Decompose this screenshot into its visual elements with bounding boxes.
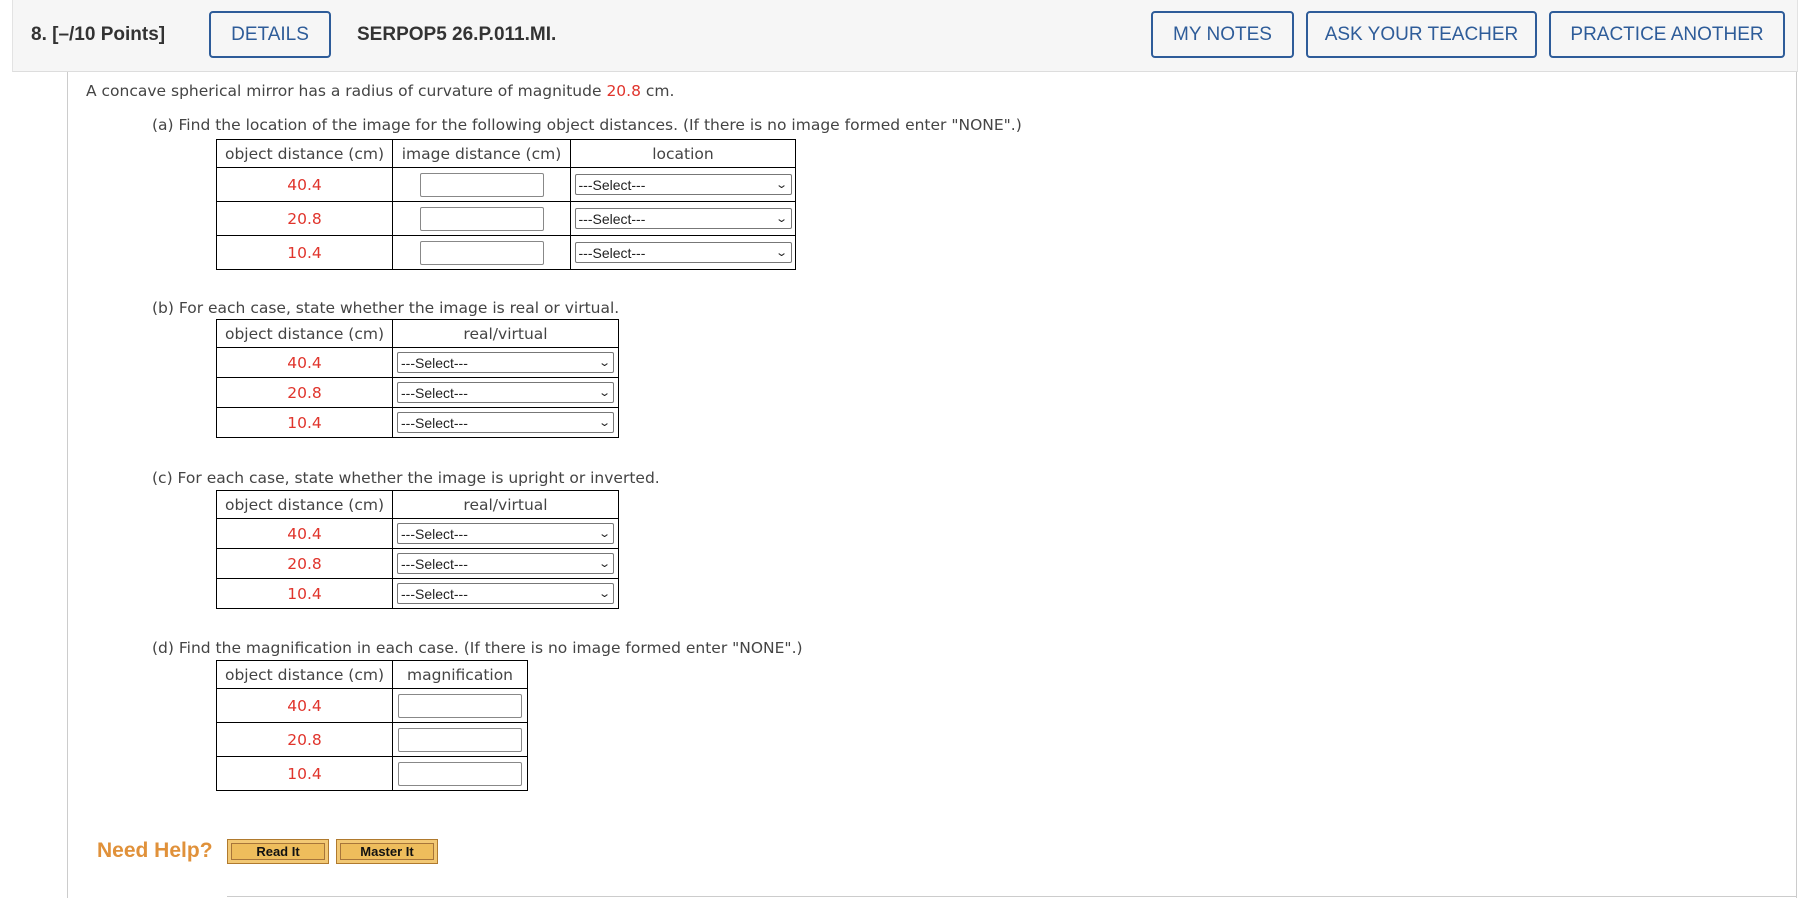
chevron-down-icon: ⌄ <box>775 213 789 225</box>
object-distance: 40.4 <box>216 518 393 549</box>
table-row: 20.8 ---Select--- ⌄ <box>216 377 619 408</box>
chevron-down-icon: ⌄ <box>597 528 611 540</box>
chevron-down-icon: ⌄ <box>597 387 611 399</box>
object-distance: 10.4 <box>216 578 393 609</box>
upright-inverted-select[interactable]: ---Select--- ⌄ <box>397 523 614 544</box>
part-c-table: object distance (cm) real/virtual 40.4 -… <box>216 490 619 609</box>
real-virtual-select[interactable]: ---Select--- ⌄ <box>397 352 614 373</box>
question-header: 8. [–/10 Points] DETAILS SERPOP5 26.P.01… <box>12 0 1798 72</box>
table-row: 20.8 ---Select--- ⌄ <box>216 201 796 236</box>
header-real-virtual: real/virtual <box>392 490 619 519</box>
table-row: 10.4 ---Select--- ⌄ <box>216 578 619 609</box>
select-value: ---Select--- <box>401 414 468 431</box>
select-value: ---Select--- <box>401 354 468 371</box>
object-distance: 10.4 <box>216 235 393 270</box>
magnification-input[interactable] <box>398 761 522 786</box>
image-distance-input[interactable] <box>419 172 544 197</box>
table-row: 40.4 ---Select--- ⌄ <box>216 518 619 549</box>
statement-text: A concave spherical mirror has a radius … <box>86 82 607 100</box>
content-border-right <box>1796 72 1797 898</box>
select-value: ---Select--- <box>578 244 646 261</box>
part-d-prompt: (d) Find the magnification in each case.… <box>152 639 803 657</box>
master-it-button[interactable]: Master It <box>336 839 438 864</box>
table-row: 10.4 <box>216 756 528 791</box>
select-value: ---Select--- <box>401 384 468 401</box>
object-distance: 40.4 <box>216 688 393 723</box>
object-distance: 10.4 <box>216 756 393 791</box>
location-select[interactable]: ---Select--- ⌄ <box>574 208 792 229</box>
header-object-distance: object distance (cm) <box>216 660 393 689</box>
part-b-table: object distance (cm) real/virtual 40.4 -… <box>216 319 619 438</box>
magnification-input[interactable] <box>398 693 522 718</box>
problem-code: SERPOP5 26.P.011.MI. <box>357 24 557 45</box>
object-distance: 10.4 <box>216 407 393 438</box>
object-distance: 20.8 <box>216 722 393 757</box>
read-it-button[interactable]: Read It <box>227 839 329 864</box>
practice-another-button[interactable]: PRACTICE ANOTHER <box>1549 11 1785 58</box>
upright-inverted-select[interactable]: ---Select--- ⌄ <box>397 583 614 604</box>
chevron-down-icon: ⌄ <box>775 179 789 191</box>
table-row: 40.4 <box>216 688 528 723</box>
chevron-down-icon: ⌄ <box>597 558 611 570</box>
table-row: 40.4 ---Select--- ⌄ <box>216 347 619 378</box>
select-value: ---Select--- <box>401 555 468 572</box>
question-number: 8. [–/10 Points] <box>31 24 166 45</box>
my-notes-button[interactable]: MY NOTES <box>1151 11 1294 58</box>
select-value: ---Select--- <box>401 585 468 602</box>
part-d-table: object distance (cm) magnification 40.4 … <box>216 660 528 791</box>
upright-inverted-select[interactable]: ---Select--- ⌄ <box>397 553 614 574</box>
ask-your-teacher-button[interactable]: ASK YOUR TEACHER <box>1306 11 1537 58</box>
table-row: 10.4 ---Select--- ⌄ <box>216 235 796 270</box>
object-distance: 20.8 <box>216 377 393 408</box>
table-row: 20.8 <box>216 722 528 757</box>
object-distance: 20.8 <box>216 548 393 579</box>
header-object-distance: object distance (cm) <box>216 319 393 348</box>
details-button[interactable]: DETAILS <box>209 11 331 58</box>
header-magnification: magnification <box>392 660 528 689</box>
need-help-label: Need Help? <box>97 839 213 862</box>
object-distance: 40.4 <box>216 347 393 378</box>
content-border-left <box>67 72 68 898</box>
select-value: ---Select--- <box>578 210 646 227</box>
header-image-distance: image distance (cm) <box>392 139 571 168</box>
real-virtual-select[interactable]: ---Select--- ⌄ <box>397 412 614 433</box>
chevron-down-icon: ⌄ <box>597 417 611 429</box>
image-distance-input[interactable] <box>419 240 544 265</box>
chevron-down-icon: ⌄ <box>775 247 789 259</box>
image-distance-input[interactable] <box>419 206 544 231</box>
radius-value: 20.8 <box>606 82 641 100</box>
part-a-table: object distance (cm) image distance (cm)… <box>216 139 796 270</box>
real-virtual-select[interactable]: ---Select--- ⌄ <box>397 382 614 403</box>
chevron-down-icon: ⌄ <box>597 588 611 600</box>
table-row: 40.4 ---Select--- ⌄ <box>216 167 796 202</box>
select-value: ---Select--- <box>578 176 646 193</box>
problem-statement: A concave spherical mirror has a radius … <box>86 82 674 100</box>
part-c-prompt: (c) For each case, state whether the ima… <box>152 469 660 487</box>
header-location: location <box>570 139 796 168</box>
header-object-distance: object distance (cm) <box>216 139 393 168</box>
object-distance: 40.4 <box>216 167 393 202</box>
chevron-down-icon: ⌄ <box>597 357 611 369</box>
divider <box>227 896 1796 897</box>
location-select[interactable]: ---Select--- ⌄ <box>574 242 792 263</box>
select-value: ---Select--- <box>401 525 468 542</box>
table-row: 20.8 ---Select--- ⌄ <box>216 548 619 579</box>
object-distance: 20.8 <box>216 201 393 236</box>
magnification-input[interactable] <box>398 727 522 752</box>
header-object-distance: object distance (cm) <box>216 490 393 519</box>
part-a-prompt: (a) Find the location of the image for t… <box>152 116 1022 134</box>
location-select[interactable]: ---Select--- ⌄ <box>574 174 792 195</box>
table-row: 10.4 ---Select--- ⌄ <box>216 407 619 438</box>
statement-unit: cm. <box>640 82 675 100</box>
part-b-prompt: (b) For each case, state whether the ima… <box>152 299 620 317</box>
header-real-virtual: real/virtual <box>392 319 619 348</box>
